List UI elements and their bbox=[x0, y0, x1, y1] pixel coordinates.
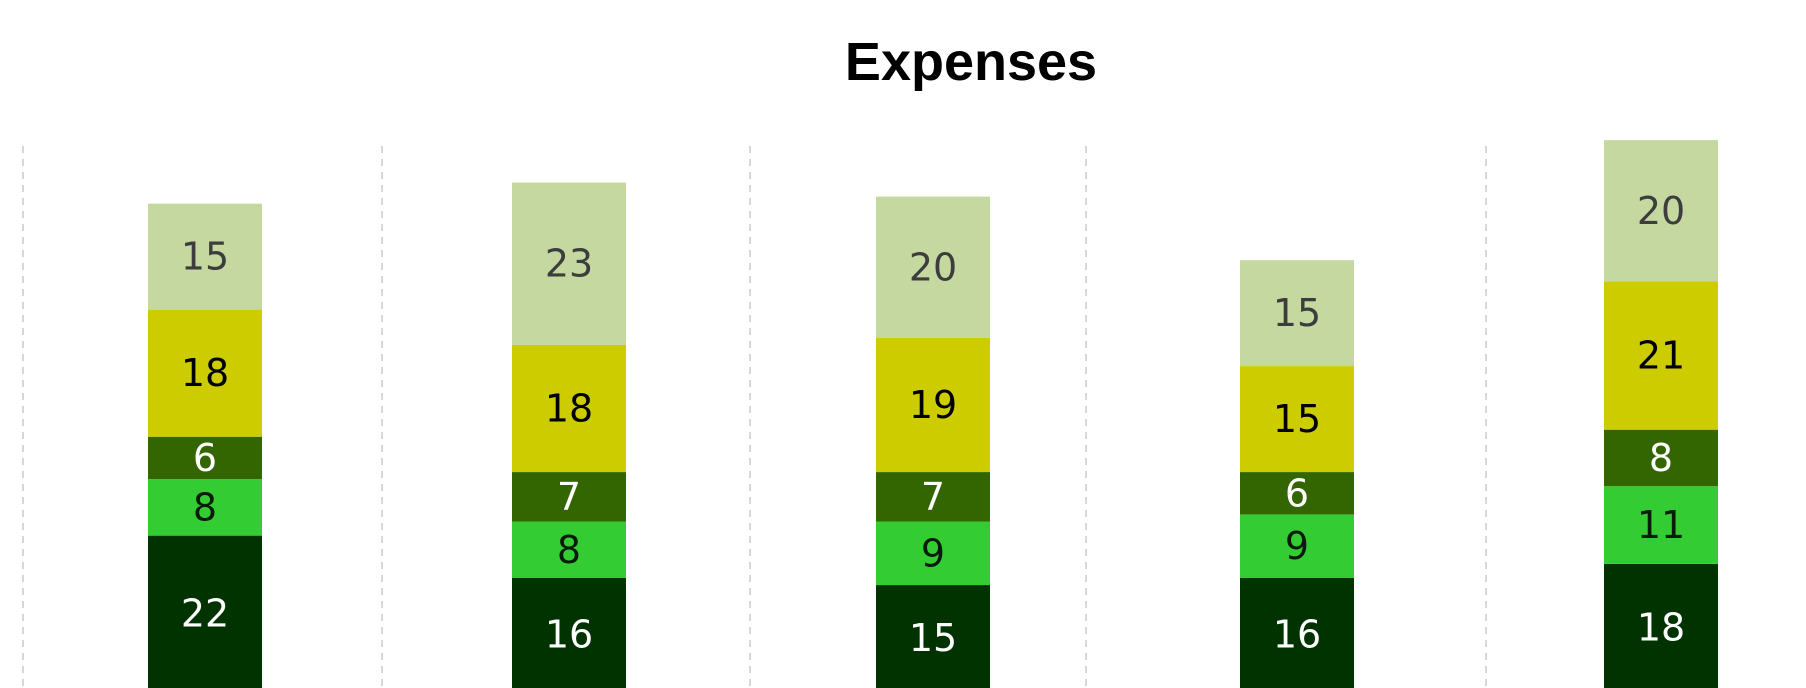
value-label: 22 bbox=[181, 591, 229, 635]
value-label: 6 bbox=[193, 436, 217, 480]
bar-segment bbox=[148, 203, 262, 310]
value-label: 21 bbox=[1637, 334, 1685, 378]
chart-title: Expenses bbox=[845, 32, 1097, 92]
bar-segment bbox=[148, 436, 262, 480]
value-label: 15 bbox=[181, 235, 229, 279]
value-label: 6 bbox=[1285, 471, 1309, 515]
bar-segment bbox=[1604, 563, 1718, 688]
bar-segment bbox=[1240, 260, 1354, 367]
bar-segment bbox=[512, 578, 626, 688]
bar-segment bbox=[1240, 578, 1354, 688]
bar-segment bbox=[512, 344, 626, 473]
value-label: 19 bbox=[909, 383, 957, 427]
bar-segment bbox=[512, 521, 626, 578]
bar-segment bbox=[148, 309, 262, 437]
bar-segment bbox=[148, 479, 262, 536]
bar-segment bbox=[876, 472, 990, 522]
value-label: 18 bbox=[181, 351, 229, 395]
value-label: 18 bbox=[1637, 605, 1685, 649]
bar-segment bbox=[876, 196, 990, 338]
bar-segment bbox=[148, 535, 262, 688]
value-label: 20 bbox=[909, 245, 957, 289]
value-label: 16 bbox=[545, 613, 593, 657]
value-label: 15 bbox=[909, 616, 957, 660]
value-label: 15 bbox=[1273, 397, 1321, 441]
bar-segment bbox=[1604, 281, 1718, 430]
value-label: 23 bbox=[545, 242, 593, 286]
value-label: 9 bbox=[1285, 524, 1309, 568]
value-label: 11 bbox=[1637, 503, 1685, 547]
bar-segment bbox=[1604, 429, 1718, 487]
value-label: 9 bbox=[921, 531, 945, 575]
value-label: 8 bbox=[1649, 436, 1673, 480]
bar-segment bbox=[876, 337, 990, 473]
bar-segment bbox=[512, 472, 626, 522]
value-label: 18 bbox=[545, 387, 593, 431]
value-label: 8 bbox=[557, 528, 581, 572]
value-label: 20 bbox=[1637, 189, 1685, 233]
value-label: 15 bbox=[1273, 291, 1321, 335]
bar-segment bbox=[1240, 514, 1354, 578]
value-label: 7 bbox=[921, 475, 945, 519]
bar-segment bbox=[876, 521, 990, 586]
bar-segment bbox=[876, 585, 990, 688]
bar-segment bbox=[512, 182, 626, 345]
value-label: 16 bbox=[1273, 613, 1321, 657]
value-label: 8 bbox=[193, 485, 217, 529]
value-label: 7 bbox=[557, 475, 581, 519]
bar-segment bbox=[1604, 486, 1718, 564]
bar-segment bbox=[1240, 472, 1354, 515]
bar-segment bbox=[1240, 366, 1354, 473]
bar-segment bbox=[1604, 140, 1718, 282]
